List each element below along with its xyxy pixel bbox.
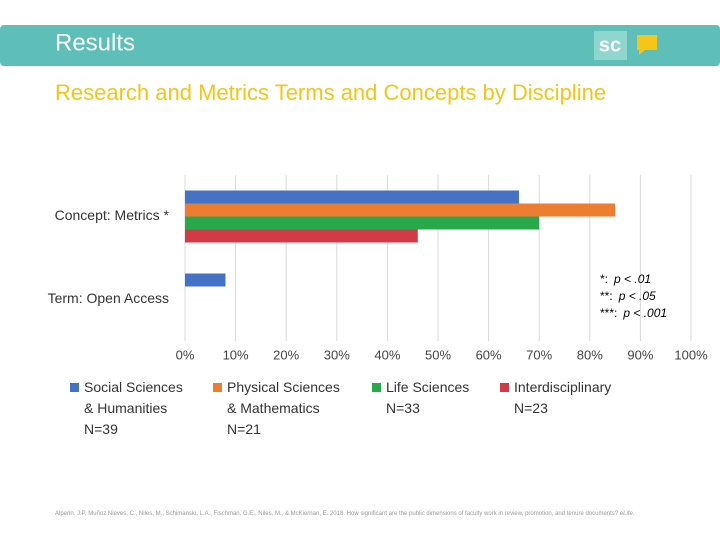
legend-swatch [70, 383, 79, 392]
x-tick-label: 90% [627, 347, 653, 362]
annotation: **: p < .05 [600, 289, 656, 303]
x-tick-label: 30% [324, 347, 350, 362]
header-bar [0, 25, 720, 66]
annotation-text: p < .05 [618, 289, 656, 303]
x-tick-label: 10% [223, 347, 249, 362]
chart-title: Research and Metrics Terms and Concepts … [55, 80, 606, 105]
x-tick-label: 60% [476, 347, 502, 362]
bar [185, 190, 519, 204]
bar [185, 216, 540, 230]
annotation-marker: ***: [600, 306, 617, 320]
annotation-text: p < .01 [613, 272, 651, 286]
logo-box [594, 31, 627, 60]
logo-text: sc [599, 34, 621, 56]
annotation-text: p < .001 [622, 306, 667, 320]
legend-swatch [500, 383, 509, 392]
annotation-marker: **: [600, 289, 613, 303]
x-tick-label: 70% [526, 347, 552, 362]
x-tick-label: 50% [425, 347, 451, 362]
citation: Alperin, J.P, Muñoz Nieves, C., Niles, M… [55, 511, 665, 518]
y-tick-label: Concept: Metrics * [55, 207, 170, 223]
x-tick-label: 100% [674, 347, 708, 362]
bar [185, 229, 418, 243]
annotation: *: p < .01 [600, 272, 651, 286]
y-tick-label: Term: Open Access [48, 290, 169, 306]
logo-bubble [637, 35, 657, 55]
legend-swatch [213, 383, 222, 392]
bar [185, 273, 226, 287]
annotation-marker: *: [600, 272, 608, 286]
x-tick-label: 0% [176, 347, 195, 362]
legend-item: Life Sciences N=33 [372, 377, 469, 419]
legend-item: Physical Sciences & Mathematics N=21 [213, 377, 340, 440]
legend-swatch [372, 383, 381, 392]
legend-item: Social Sciences & Humanities N=39 [70, 377, 183, 440]
citation-text: Alperin, J.P, Muñoz Nieves, C., Niles, M… [55, 511, 620, 517]
legend-item: Interdisciplinary N=23 [500, 377, 611, 419]
x-tick-label: 40% [374, 347, 400, 362]
bar [185, 203, 616, 217]
x-tick-label: 20% [273, 347, 299, 362]
header-title: Results [55, 29, 135, 56]
x-tick-label: 80% [577, 347, 603, 362]
citation-journal: eLife. [619, 511, 635, 517]
annotation: ***: p < .001 [600, 306, 667, 320]
